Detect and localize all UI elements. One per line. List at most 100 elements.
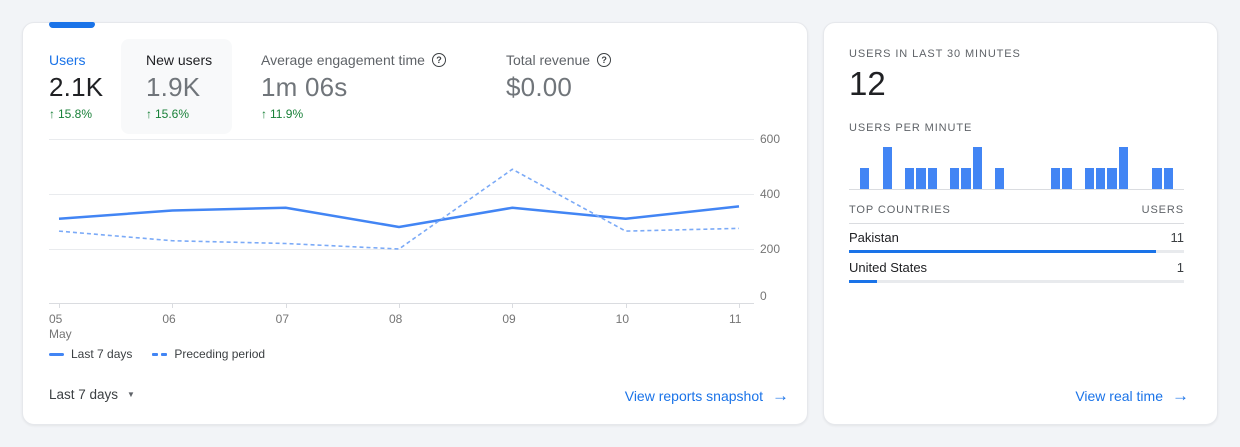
forward-arrow-icon: →: [772, 386, 789, 405]
country-bar-fill: [849, 250, 1157, 253]
metric-tab-total-revenue[interactable]: Total revenue ? $0.00: [506, 51, 612, 102]
users-per-minute-caption: USERS PER MINUTE: [849, 122, 973, 134]
x-axis-labels: 05 May 06 07 08 09 10 11: [49, 304, 754, 348]
metric-tab-new-users[interactable]: New users 1.9K ↑ 15.6%: [121, 39, 233, 134]
metric-delta: ↑ 15.8%: [49, 107, 103, 122]
divider: [849, 223, 1184, 224]
country-row-pakistan: Pakistan 11: [849, 229, 1184, 253]
view-real-time-link[interactable]: View real time →: [1075, 386, 1189, 405]
metric-delta: ↑ 15.6%: [146, 107, 212, 122]
minute-bar: [1163, 168, 1173, 189]
link-label: View real time: [1075, 388, 1163, 404]
gridline-600: [49, 139, 754, 140]
minute-bar: [1118, 147, 1128, 189]
metric-value: 1.9K: [146, 72, 201, 102]
metric-label: New users: [146, 52, 213, 68]
x-tick-label: 05 May: [49, 312, 93, 342]
country-name: Pakistan: [849, 230, 899, 245]
metric-label: Total revenue ?: [506, 51, 612, 69]
users-last-30-min-value: 12: [849, 65, 886, 102]
country-bar-track: [849, 280, 1184, 283]
delta-percent: 15.8%: [58, 107, 93, 121]
minute-bar: [927, 168, 937, 189]
help-icon[interactable]: ?: [597, 53, 612, 67]
minute-bar: [860, 168, 870, 189]
gridline-400: [49, 194, 754, 195]
x-tick-label: 08: [389, 312, 403, 326]
overview-card: Users 2.1K ↑ 15.8% New users 1.9K ↑ 15.6…: [22, 22, 808, 425]
legend-label: Last 7 days: [71, 347, 133, 361]
y-axis-labels: 600 400 200 0: [760, 132, 804, 304]
x-month-label: May: [49, 327, 72, 341]
metric-label-text: Total revenue: [506, 52, 591, 68]
minute-bar: [972, 147, 982, 189]
y-tick-label: 400: [760, 187, 781, 201]
users-per-minute-bar-chart: [849, 143, 1184, 190]
countries-column-header: TOP COUNTRIES: [849, 204, 951, 216]
minute-bar: [950, 168, 960, 189]
minute-bar: [1096, 168, 1106, 189]
legend-preceding-period: Preceding period: [152, 347, 265, 361]
minute-bar: [905, 168, 915, 189]
x-tick: [625, 304, 627, 308]
minute-bar: [1084, 168, 1095, 189]
minute-bar: [1107, 168, 1117, 189]
country-users: 1: [1176, 260, 1184, 275]
dashed-line-swatch-icon: [152, 352, 168, 356]
x-tick-label: 10: [615, 312, 630, 326]
minute-bar: [1051, 168, 1061, 189]
top-countries-header: TOP COUNTRIES USERS: [849, 204, 1184, 216]
solid-line-swatch-icon: [49, 352, 64, 356]
date-range-label: Last 7 days: [49, 387, 119, 402]
x-tick: [285, 304, 287, 308]
minute-bar: [995, 168, 1005, 189]
help-icon[interactable]: ?: [431, 53, 446, 67]
delta-percent: 11.9%: [270, 107, 304, 121]
country-bar-track: [849, 250, 1184, 253]
realtime-card: USERS IN LAST 30 MINUTES 12 USERS PER MI…: [823, 22, 1218, 425]
metric-tab-users[interactable]: Users 2.1K ↑ 15.8%: [49, 51, 103, 122]
users-last-30-min-caption: USERS IN LAST 30 MINUTES: [849, 48, 1021, 60]
country-name: United States: [849, 260, 928, 275]
chart-lines: [58, 168, 740, 250]
x-tick-label: 07: [275, 312, 290, 326]
chevron-down-icon: ▼: [127, 390, 135, 399]
legend-label: Preceding period: [174, 347, 266, 361]
date-range-selector[interactable]: Last 7 days ▼: [49, 387, 135, 402]
minute-bar: [882, 147, 892, 189]
metric-label-text: Average engagement time: [261, 52, 425, 68]
x-tick-label: 06: [162, 312, 176, 326]
country-row-united-states: United States 1: [849, 259, 1184, 283]
gridline-200: [49, 249, 754, 250]
metric-label: Users: [49, 52, 86, 68]
x-tick: [59, 304, 60, 308]
metric-tab-avg-engagement-time[interactable]: Average engagement time ? 1m 06s ↑ 11.9%: [261, 51, 446, 122]
x-tick-label: 09: [502, 312, 516, 326]
country-bar-fill: [849, 280, 877, 283]
metric-value: $0.00: [506, 72, 573, 102]
metric-value: 1m 06s: [261, 72, 348, 102]
x-tick-label: 11: [729, 312, 742, 326]
delta-percent: 15.6%: [155, 107, 190, 121]
x-tick: [512, 304, 514, 308]
active-tab-indicator: [49, 22, 95, 28]
users-line-chart: [49, 139, 754, 304]
x-tick: [739, 304, 740, 308]
metric-delta: ↑ 11.9%: [261, 107, 446, 122]
metric-label: Average engagement time ?: [261, 51, 446, 69]
minute-bar: [961, 168, 971, 189]
view-reports-snapshot-link[interactable]: View reports snapshot →: [625, 386, 789, 405]
metric-value: 2.1K: [49, 72, 104, 102]
country-users: 11: [1170, 230, 1185, 245]
users-column-header: USERS: [1141, 204, 1184, 216]
y-tick-label: 600: [760, 132, 781, 146]
forward-arrow-icon: →: [1172, 386, 1189, 405]
x-tick: [399, 304, 400, 308]
chart-legend: Last 7 days Preceding period: [49, 347, 265, 361]
up-arrow-icon: ↑: [146, 107, 152, 121]
legend-last-7-days: Last 7 days: [49, 347, 132, 361]
minute-bar: [916, 168, 926, 189]
up-arrow-icon: ↑: [49, 107, 55, 121]
y-tick-label: 200: [760, 242, 781, 256]
